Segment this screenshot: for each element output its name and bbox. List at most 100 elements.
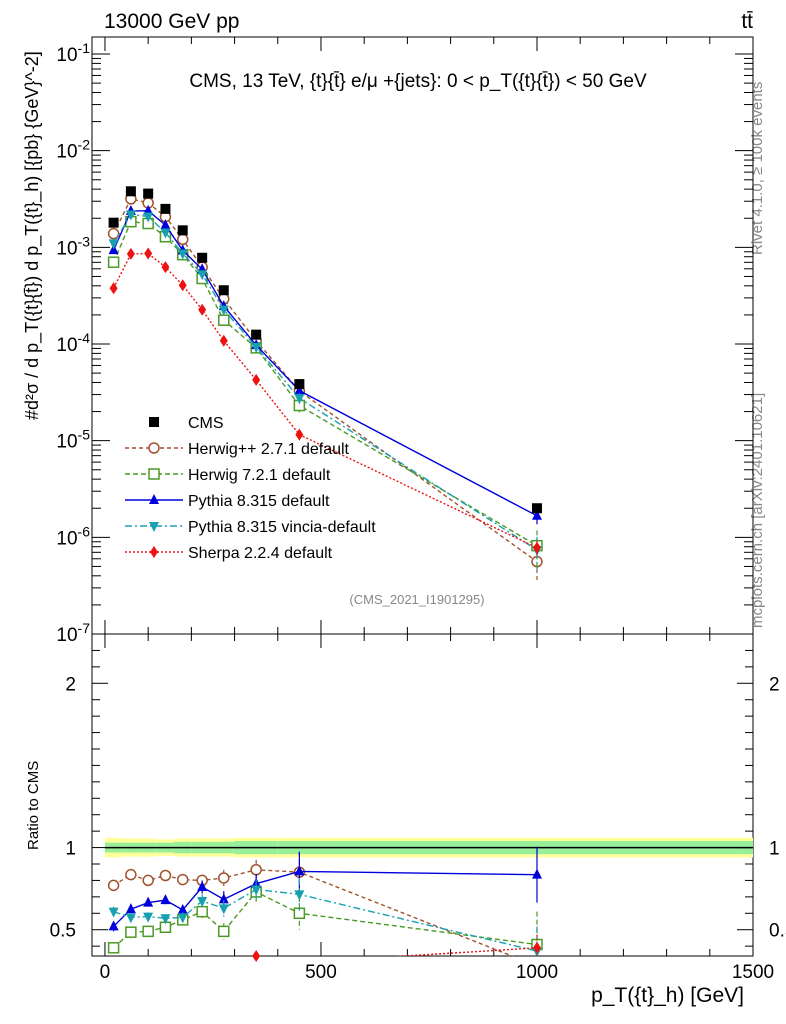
- ratio-series-marker: [159, 869, 172, 882]
- legend-label: Herwig++ 2.7.1 default: [188, 441, 350, 458]
- ratio-y-tick-label: 2: [65, 674, 76, 695]
- y-tick-label: 10-5: [56, 427, 90, 453]
- y-tick-label: 10-2: [56, 137, 90, 163]
- legend-marker: [149, 494, 159, 504]
- main-series-marker: [532, 541, 541, 554]
- ratio-y-tick-label: 2: [769, 674, 780, 695]
- main-series-marker: [161, 261, 170, 274]
- ratio-series-marker: [125, 913, 136, 924]
- legend-marker: [148, 442, 160, 454]
- ratio-series-marker: [125, 926, 137, 938]
- main-series-marker: [198, 303, 207, 316]
- cms-data-point: [251, 329, 262, 340]
- ratio-series-line: [113, 870, 537, 927]
- ratio-plot-series: [107, 846, 543, 962]
- ratio-series-marker: [218, 872, 230, 884]
- ratio-series-marker: [108, 907, 119, 918]
- cms-data-point: [218, 285, 229, 296]
- ratio-series-marker: [177, 904, 188, 914]
- main-series-marker: [294, 384, 305, 395]
- x-tick-label: 1500: [732, 962, 774, 983]
- legend: CMS Herwig++ 2.7.1 default Herwig 7.2.1 de…: [125, 415, 376, 562]
- legend-marker: [150, 546, 158, 558]
- ratio-series-marker: [107, 942, 120, 954]
- ratio-series-marker: [125, 868, 137, 881]
- ratio-series-marker: [252, 950, 261, 962]
- ratio-series-marker: [177, 913, 188, 924]
- main-series-marker: [295, 428, 304, 441]
- legend-label: Sherpa 2.2.4 default: [188, 545, 333, 562]
- ratio-series-marker: [251, 885, 262, 896]
- cms-data-point: [143, 188, 154, 199]
- main-series-marker: [125, 210, 136, 221]
- main-series-line: [112, 209, 538, 517]
- y-tick-label: 10-6: [56, 523, 90, 549]
- legend-marker: [149, 522, 159, 532]
- ratio-series-marker: [294, 865, 305, 876]
- main-series-marker: [144, 247, 153, 260]
- main-series-marker: [177, 249, 188, 260]
- ratio-series-marker: [197, 881, 208, 891]
- ratio-y-tick-label: 1: [65, 839, 76, 860]
- x-tick-label: 500: [305, 962, 337, 983]
- ratio-series-line: [113, 891, 538, 949]
- main-series-marker: [531, 509, 542, 520]
- ratio-series-marker: [107, 879, 120, 892]
- main-series-marker: [160, 219, 171, 230]
- ratio-series-marker: [218, 904, 229, 915]
- main-axis-ticks: [92, 37, 754, 635]
- main-series-marker: [219, 334, 228, 347]
- ratio-series-marker: [218, 925, 230, 938]
- rivet-version-label: Rivet 4.1.0, ≥ 100k events: [749, 82, 766, 255]
- ratio-series-marker: [196, 905, 208, 918]
- main-series-marker: [252, 373, 261, 386]
- ratio-y-tick-label: 0.5: [769, 921, 786, 942]
- main-series-marker: [176, 233, 189, 246]
- header-energy-label: 13000 GeV pp: [104, 10, 239, 33]
- main-series-marker: [294, 394, 305, 405]
- y-axis-label: #d²σ / d p_T({t}{t̄}) d p_T({t}_h) [{pb}…: [22, 51, 43, 420]
- ratio-series-marker: [160, 914, 171, 925]
- legend-label: Herwig 7.2.1 default: [188, 467, 331, 484]
- main-series-marker: [178, 279, 187, 292]
- ratio-series-marker: [532, 941, 541, 954]
- main-series-marker: [160, 228, 171, 239]
- cms-data-point: [108, 217, 119, 228]
- cms-data-point: [177, 225, 188, 236]
- y-tick-label: 10-1: [56, 40, 90, 66]
- main-series-marker: [143, 204, 154, 215]
- ratio-series-marker: [218, 893, 229, 904]
- main-series-line: [113, 213, 538, 551]
- ratio-axis-ticks: 0.5 0.5 1 1 2 2: [50, 634, 786, 956]
- ratio-y-tick-label: 0.5: [50, 921, 76, 942]
- legend-marker: [148, 468, 160, 480]
- chart-title: CMS, 13 TeV, {t}{t̄} e/μ +{jets}: 0 < p_…: [189, 71, 647, 92]
- ratio-series-marker: [531, 868, 542, 879]
- ratio-series-marker: [294, 890, 305, 901]
- ratio-panel-frame: [91, 633, 754, 957]
- legend-label: CMS: [188, 415, 224, 432]
- main-series-line: [112, 252, 538, 549]
- ratio-series-line: [113, 888, 538, 952]
- x-tick-labels: 0 500 1000 1500: [100, 962, 774, 983]
- ratio-uncertainty-band: [104, 837, 753, 858]
- legend-marker: [149, 417, 159, 427]
- cms-data-point: [160, 203, 171, 214]
- ratio-series-marker: [142, 925, 154, 938]
- ratio-series-marker: [108, 920, 119, 931]
- main-series-marker: [143, 212, 154, 223]
- ratio-series-line: [113, 869, 514, 956]
- ratio-series-marker: [250, 864, 262, 876]
- legend-label: Pythia 8.315 default: [188, 493, 330, 510]
- ratio-series-marker: [160, 894, 171, 905]
- ratio-series-marker: [143, 912, 154, 923]
- main-series-marker: [107, 256, 120, 268]
- cms-data-point: [125, 186, 136, 197]
- x-tick-label: 0: [100, 962, 111, 983]
- y-tick-label: 10-7: [56, 620, 90, 646]
- cms-data-point: [294, 379, 305, 390]
- ratio-series-marker: [125, 903, 136, 914]
- ratio-series-marker: [176, 873, 189, 886]
- main-plot-series: [107, 186, 543, 583]
- main-series-marker: [197, 270, 208, 281]
